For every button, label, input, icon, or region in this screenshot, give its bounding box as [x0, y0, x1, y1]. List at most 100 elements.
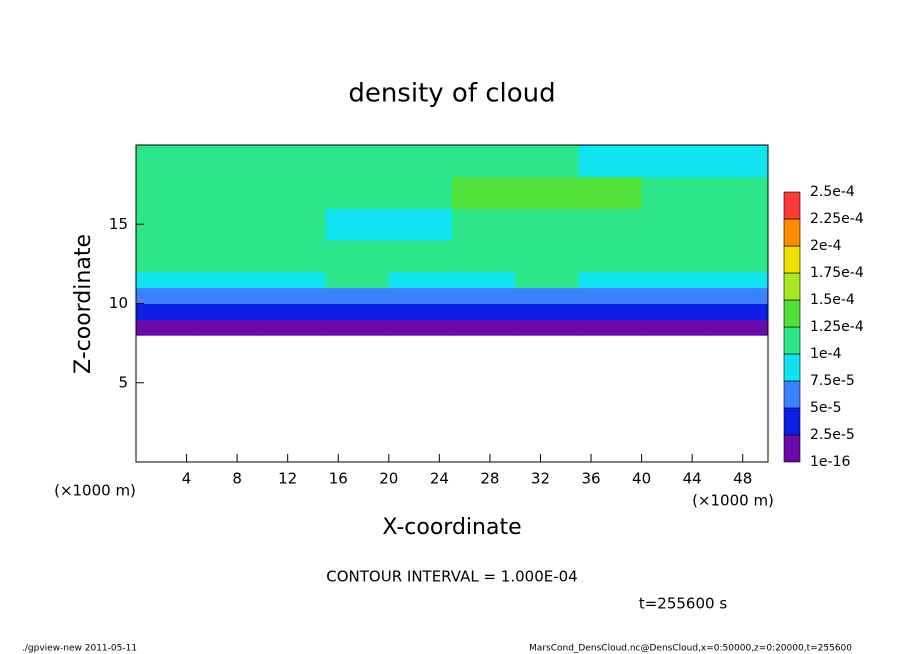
- x-tick-label: 36: [581, 470, 600, 488]
- cell: [199, 319, 263, 336]
- colorbar-box: [783, 191, 801, 220]
- cell: [641, 208, 706, 241]
- cell: [704, 319, 769, 336]
- colorbar-box: [783, 326, 801, 355]
- cell: [452, 208, 516, 241]
- cell: [262, 271, 327, 289]
- colorbar-box: [783, 299, 801, 328]
- colorbar-label: 5e-5: [810, 400, 841, 416]
- cell: [452, 145, 516, 178]
- x-tick-label: 24: [430, 470, 449, 488]
- cell: [704, 271, 769, 289]
- cell: [199, 271, 263, 289]
- footer-left: ./gpview-new 2011-05-11: [22, 644, 137, 654]
- cell: [515, 271, 579, 289]
- cell: [578, 240, 643, 273]
- time-label: t=255600 s: [639, 595, 727, 613]
- cell: [325, 240, 390, 273]
- cell: [262, 319, 327, 336]
- x-tick-label: 48: [733, 470, 752, 488]
- cell: [515, 208, 579, 241]
- colorbar-box: [783, 245, 801, 274]
- x-tick-label: 32: [531, 470, 550, 488]
- cell: [641, 240, 706, 273]
- cell: [199, 145, 263, 178]
- cell: [641, 303, 706, 320]
- colorbar-box: [783, 434, 801, 463]
- cell: [325, 319, 390, 336]
- cell: [641, 319, 706, 336]
- x-tick-label: 28: [480, 470, 499, 488]
- colorbar-box: [783, 353, 801, 382]
- colorbar-label: 7.5e-5: [810, 373, 855, 389]
- colorbar-box: [783, 272, 801, 301]
- cell: [452, 240, 516, 273]
- cell: [325, 145, 390, 178]
- cell: [704, 176, 769, 209]
- cell: [136, 319, 200, 336]
- x-axis-label: X-coordinate: [382, 515, 521, 540]
- cell: [388, 319, 453, 336]
- cell: [452, 287, 516, 304]
- cell: [578, 287, 643, 304]
- x-tick-label: 44: [683, 470, 702, 488]
- cell: [262, 240, 327, 273]
- cell: [452, 271, 516, 289]
- cell: [199, 240, 263, 273]
- cell: [704, 287, 769, 304]
- colorbar-box: [783, 380, 801, 409]
- cell: [325, 208, 390, 241]
- cell: [578, 319, 643, 336]
- footer-right: MarsCond_DensCloud.nc@DensCloud,x=0:5000…: [529, 644, 852, 654]
- cell: [388, 271, 453, 289]
- cell: [136, 287, 200, 304]
- cell: [199, 303, 263, 320]
- cell: [641, 145, 706, 178]
- cell: [452, 176, 516, 209]
- cell: [136, 208, 200, 241]
- cell: [325, 176, 390, 209]
- colorbar-label: 2.25e-4: [810, 211, 864, 227]
- chart-title: density of cloud: [348, 79, 555, 109]
- cell: [515, 176, 579, 209]
- cell: [704, 145, 769, 178]
- cell: [136, 303, 200, 320]
- cell: [704, 240, 769, 273]
- cell: [452, 319, 516, 336]
- cell: [578, 271, 643, 289]
- x-unit: (×1000 m): [692, 492, 774, 510]
- x-tick-label: 12: [278, 470, 297, 488]
- cell: [704, 303, 769, 320]
- cell: [388, 303, 453, 320]
- x-tick-label: 40: [632, 470, 651, 488]
- colorbar-label: 1e-16: [810, 454, 850, 470]
- colorbar-label: 1.75e-4: [810, 265, 864, 281]
- cell: [515, 145, 579, 178]
- y-unit: (×1000 m): [54, 482, 136, 500]
- cell: [136, 145, 200, 178]
- cell: [199, 208, 263, 241]
- x-tick-label: 20: [379, 470, 398, 488]
- cell: [262, 176, 327, 209]
- cell: [199, 287, 263, 304]
- colorbar-label: 1.5e-4: [810, 292, 855, 308]
- contour-note: CONTOUR INTERVAL = 1.000E-04: [326, 568, 577, 586]
- cell: [641, 271, 706, 289]
- cell: [641, 176, 706, 209]
- colorbar-label: 1.25e-4: [810, 319, 864, 335]
- cell: [578, 303, 643, 320]
- cell: [388, 145, 453, 178]
- y-tick-label: 5: [118, 373, 128, 391]
- cell: [199, 176, 263, 209]
- cell: [704, 208, 769, 241]
- cell: [388, 287, 453, 304]
- x-tick-label: 16: [329, 470, 348, 488]
- colorbar-label: 2e-4: [810, 238, 842, 254]
- colorbar-label: 1e-4: [810, 346, 842, 362]
- cell: [515, 319, 579, 336]
- cell: [515, 287, 579, 304]
- cell: [262, 287, 327, 304]
- cell: [325, 303, 390, 320]
- x-tick-label: 8: [232, 470, 242, 488]
